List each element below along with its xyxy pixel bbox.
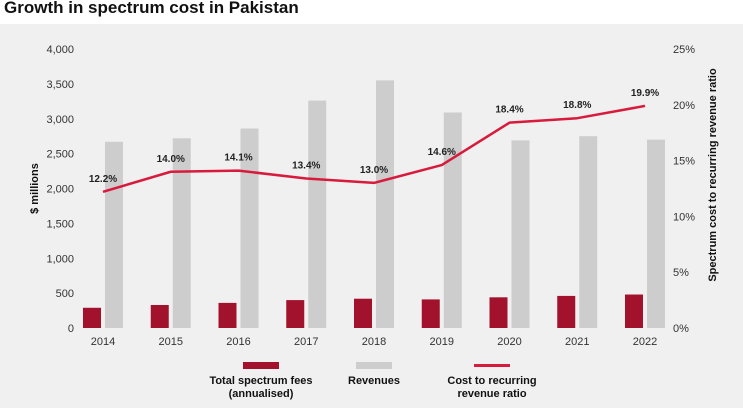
y2-tick-label: 15% xyxy=(673,156,695,168)
y-tick-label: 500 xyxy=(56,288,74,300)
y2-axis-title: Spectrum cost to recurring revenue ratio xyxy=(707,68,719,282)
spectrum-fee-bar xyxy=(218,302,237,328)
ratio-data-label: 13.0% xyxy=(360,165,388,176)
spectrum-fee-bar xyxy=(83,307,101,328)
ratio-data-label: 18.4% xyxy=(495,105,523,116)
revenue-bar xyxy=(647,139,665,328)
legend-label: (annualised) xyxy=(229,388,294,400)
ratio-data-label: 19.9% xyxy=(631,88,659,99)
spectrum-fee-bar xyxy=(421,299,440,328)
chart-panel xyxy=(0,24,743,408)
legend-label: Total spectrum fees xyxy=(209,375,312,387)
spectrum-fee-bar xyxy=(150,304,169,328)
legend-label: revenue ratio xyxy=(457,388,526,400)
chart-title: Growth in spectrum cost in Pakistan xyxy=(4,0,299,17)
spectrum-fee-bar xyxy=(625,294,643,328)
spectrum-fee-bar xyxy=(489,297,508,328)
ratio-data-label: 18.8% xyxy=(563,100,591,111)
y-tick-label: 2,000 xyxy=(46,184,74,196)
y-tick-label: 2,500 xyxy=(46,149,74,161)
revenue-bar xyxy=(376,80,394,328)
spectrum-fee-bar xyxy=(557,295,576,328)
ratio-data-label: 14.6% xyxy=(428,147,456,158)
x-tick-label: 2016 xyxy=(226,336,250,348)
legend-label: Cost to recurring xyxy=(447,375,536,387)
x-tick-label: 2017 xyxy=(294,336,318,348)
revenue-bar xyxy=(172,138,191,328)
x-tick-label: 2018 xyxy=(362,336,386,348)
y2-tick-label: 5% xyxy=(673,267,689,279)
revenue-bar xyxy=(240,128,259,328)
revenue-bar xyxy=(443,112,462,328)
ratio-data-label: 13.4% xyxy=(292,160,320,171)
revenue-bar xyxy=(308,100,327,329)
revenue-bar xyxy=(105,141,123,328)
y-tick-label: 1,500 xyxy=(46,218,74,230)
x-tick-label: 2022 xyxy=(633,336,657,348)
legend-swatch xyxy=(356,362,392,369)
ratio-data-label: 14.1% xyxy=(224,153,252,164)
x-tick-label: 2020 xyxy=(497,336,521,348)
legend-swatch xyxy=(243,362,279,369)
revenue-bar xyxy=(579,136,598,328)
y-tick-label: 0 xyxy=(68,323,74,335)
ratio-data-label: 14.0% xyxy=(157,154,185,165)
revenue-bar xyxy=(511,140,530,328)
y-tick-label: 3,500 xyxy=(46,79,74,91)
y-axis-title: $ millions xyxy=(29,163,41,214)
legend-label: Revenues xyxy=(348,375,400,387)
y-tick-label: 4,000 xyxy=(46,44,74,56)
y-tick-label: 3,000 xyxy=(46,114,74,126)
y2-tick-label: 25% xyxy=(673,44,695,56)
ratio-data-label: 12.2% xyxy=(89,174,117,185)
x-tick-label: 2015 xyxy=(159,336,183,348)
x-tick-label: 2014 xyxy=(91,336,115,348)
ratio-line xyxy=(102,104,646,194)
y-tick-label: 1,000 xyxy=(46,253,74,265)
y2-tick-label: 10% xyxy=(673,211,695,223)
spectrum-fee-bar xyxy=(354,298,372,328)
x-tick-label: 2021 xyxy=(565,336,589,348)
spectrum-fee-bar xyxy=(286,300,305,328)
y2-tick-label: 0% xyxy=(673,323,689,335)
x-tick-label: 2019 xyxy=(430,336,454,348)
y2-tick-label: 20% xyxy=(673,100,695,112)
